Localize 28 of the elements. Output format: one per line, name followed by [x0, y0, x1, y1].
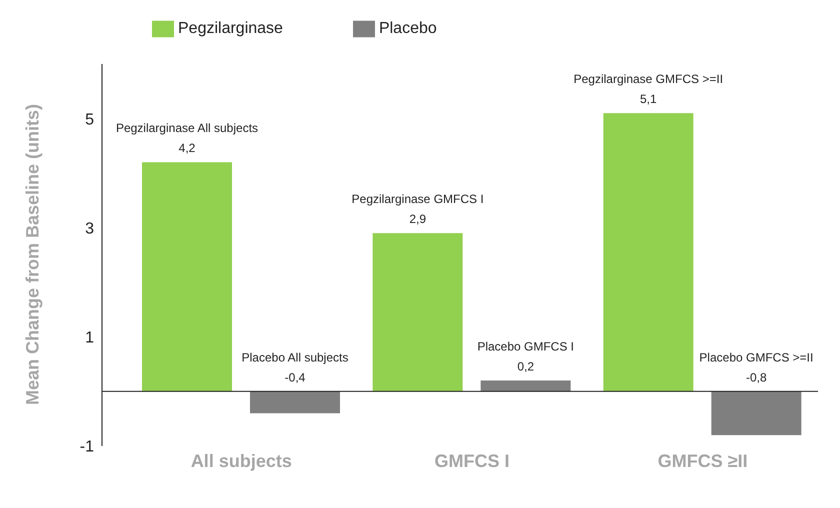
annotation: Pegzilarginase GMFCS I — [352, 192, 484, 206]
annotation: Placebo GMFCS >=II — [699, 350, 814, 364]
bar — [711, 391, 802, 436]
annotation: Pegzilarginase All subjects — [116, 121, 258, 136]
x-tick-label: All subjects — [190, 450, 292, 471]
y-tick-label: 1 — [85, 330, 94, 347]
annotation: Placebo GMFCS I — [477, 340, 574, 354]
bar — [372, 233, 463, 392]
legend-label: Pegzilarginase — [178, 20, 283, 38]
legend-label: Placebo — [378, 20, 437, 38]
annotation: Placebo All subjects — [242, 350, 348, 364]
x-tick-label: GMFCS I — [434, 450, 510, 471]
data-label: 5,1 — [640, 92, 657, 106]
bar — [480, 380, 571, 392]
data-label: 2,9 — [409, 212, 426, 226]
y-axis-title: Mean Change from Baseline (units) — [22, 104, 42, 405]
data-label: -0,8 — [746, 370, 767, 384]
data-label: 4,2 — [178, 141, 196, 156]
annotation: Pegzilarginase GMFCS >=II — [574, 72, 724, 86]
y-tick-label: 5 — [85, 111, 94, 128]
y-tick-label: 3 — [85, 220, 94, 238]
bar — [603, 113, 694, 392]
x-tick-label: GMFCS ≥II — [658, 450, 748, 471]
data-label: -0,4 — [284, 370, 306, 384]
y-tick-label: -1 — [80, 438, 94, 456]
bar — [250, 391, 340, 414]
bar — [142, 162, 232, 392]
data-label: 0,2 — [517, 360, 534, 374]
